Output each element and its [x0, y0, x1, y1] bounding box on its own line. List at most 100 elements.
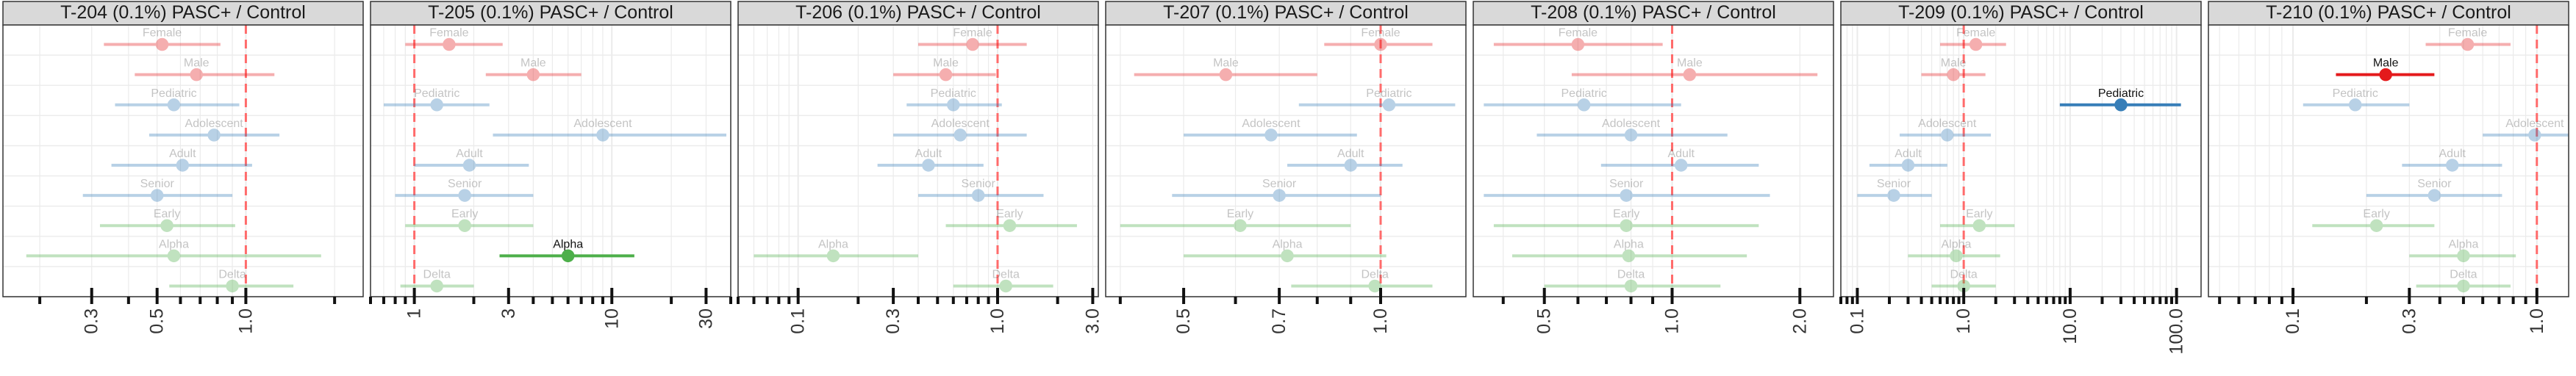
tick-label: 2.0	[1789, 308, 1810, 334]
point-estimate	[458, 219, 471, 232]
facet-panel: T-206 (0.1%) PASC+ / Control Female Male Pe…	[737, 1, 1103, 334]
point-label: Male	[1677, 57, 1703, 70]
point-estimate	[155, 37, 169, 51]
estimate-group: Adult	[111, 148, 252, 172]
panel-border	[1840, 24, 2202, 297]
point-estimate	[1374, 37, 1387, 51]
tick-label: 0.1	[1847, 308, 1867, 334]
facet-title: T-209 (0.1%) PASC+ / Control	[1898, 2, 2144, 23]
estimate-group: Adult	[1869, 148, 1947, 172]
point-estimate	[1947, 68, 1960, 82]
estimate-group: Alpha	[2409, 238, 2516, 263]
point-label: Alpha	[818, 238, 848, 250]
estimate-group: Male	[1571, 57, 1818, 82]
point-estimate	[1571, 37, 1585, 51]
point-label: Female	[143, 27, 182, 40]
estimate-group: Pediatric	[115, 87, 240, 112]
point-estimate	[1368, 279, 1381, 293]
point-label: Female	[1559, 27, 1598, 40]
estimate-group: Senior	[395, 178, 534, 202]
point-estimate	[167, 98, 181, 112]
point-label: Alpha	[1941, 238, 1971, 250]
point-label: Adolescent	[1918, 118, 1977, 130]
point-estimate	[947, 98, 960, 112]
point-estimate	[1273, 189, 1286, 202]
estimate-group: Female	[1324, 27, 1433, 51]
point-label: Early	[1613, 208, 1639, 220]
point-estimate	[561, 249, 575, 263]
tick-label: 1.0	[987, 308, 1008, 334]
facet-panel: T-208 (0.1%) PASC+ / Control Female Male Pe…	[1473, 1, 1834, 334]
estimate-group: Female	[405, 27, 503, 51]
point-estimate	[430, 279, 443, 293]
point-estimate	[2457, 249, 2470, 263]
point-estimate	[826, 249, 840, 263]
point-estimate	[1940, 129, 1954, 142]
facet-panel: T-210 (0.1%) PASC+ / Control Female Male Pe…	[2208, 1, 2569, 334]
facet-strip	[2208, 1, 2569, 26]
estimate-group: Adult	[414, 148, 529, 172]
tick-label: 3.0	[1082, 308, 1103, 334]
point-estimate	[1950, 249, 1963, 263]
point-estimate	[1219, 68, 1233, 82]
tick-label: 1.0	[2527, 308, 2547, 334]
point-estimate	[1281, 249, 1294, 263]
estimate-group: Alpha	[1511, 238, 1747, 263]
estimate-group: Adolescent	[893, 118, 1027, 142]
estimate-group: Adult	[1287, 148, 1403, 172]
point-estimate	[2369, 219, 2383, 232]
estimate-group: Pediatric	[383, 87, 490, 112]
point-label: Delta	[1950, 268, 1977, 281]
point-label: Adolescent	[931, 118, 990, 130]
point-estimate	[971, 189, 985, 202]
estimate-group: Female	[2425, 27, 2511, 51]
tick-label: 3	[498, 308, 519, 319]
point-estimate	[596, 129, 609, 142]
facet-title: T-206 (0.1%) PASC+ / Control	[795, 2, 1041, 23]
estimate-group: Pediatric	[1298, 87, 1456, 112]
point-estimate	[1264, 129, 1278, 142]
point-estimate	[1624, 279, 1638, 293]
point-label: Pediatric	[1366, 87, 1412, 100]
estimate-group: Male	[1134, 57, 1317, 82]
point-estimate	[443, 37, 456, 51]
tick-label: 1.0	[1370, 308, 1391, 334]
estimate-group: Senior	[2366, 178, 2502, 202]
estimate-group: Male	[2336, 57, 2435, 82]
point-label: Adolescent	[1242, 118, 1300, 130]
tick-label: 0.3	[82, 308, 102, 334]
plot-area	[1473, 25, 1833, 297]
facet-title: T-207 (0.1%) PASC+ / Control	[1163, 2, 1409, 23]
estimate-group: Pediatric	[2059, 87, 2181, 112]
point-label: Senior	[962, 178, 996, 190]
facet-title: T-208 (0.1%) PASC+ / Control	[1531, 2, 1776, 23]
point-estimate	[1624, 129, 1638, 142]
estimate-group: Senior	[1172, 178, 1381, 202]
point-label: Female	[1361, 27, 1400, 40]
point-label: Alpha	[159, 238, 189, 250]
point-label: Early	[451, 208, 478, 220]
point-label: Adult	[1337, 148, 1364, 160]
point-estimate	[526, 68, 540, 82]
facet-title: T-205 (0.1%) PASC+ / Control	[428, 2, 673, 23]
point-estimate	[190, 68, 203, 82]
point-label: Pediatric	[2333, 87, 2378, 100]
tick-label: 0.1	[788, 308, 809, 334]
estimate-group: Delta	[2416, 268, 2511, 293]
point-label: Male	[933, 57, 959, 70]
plot-area	[1106, 25, 1466, 297]
estimate-group: Adult	[1600, 148, 1759, 172]
estimate-group: Male	[1921, 57, 1986, 82]
point-label: Delta	[1362, 268, 1389, 281]
estimate-group: Pediatric	[1484, 87, 1681, 112]
point-label: Alpha	[2448, 238, 2478, 250]
point-label: Senior	[140, 178, 175, 190]
point-estimate	[1620, 219, 1633, 232]
panel-border	[1105, 24, 1467, 297]
point-label: Adult	[2439, 148, 2466, 160]
point-label: Pediatric	[2098, 87, 2144, 100]
tick-label: 0.5	[147, 308, 168, 334]
estimate-group: Adolescent	[1184, 118, 1357, 142]
point-estimate	[430, 98, 443, 112]
point-label: Alpha	[553, 238, 583, 250]
